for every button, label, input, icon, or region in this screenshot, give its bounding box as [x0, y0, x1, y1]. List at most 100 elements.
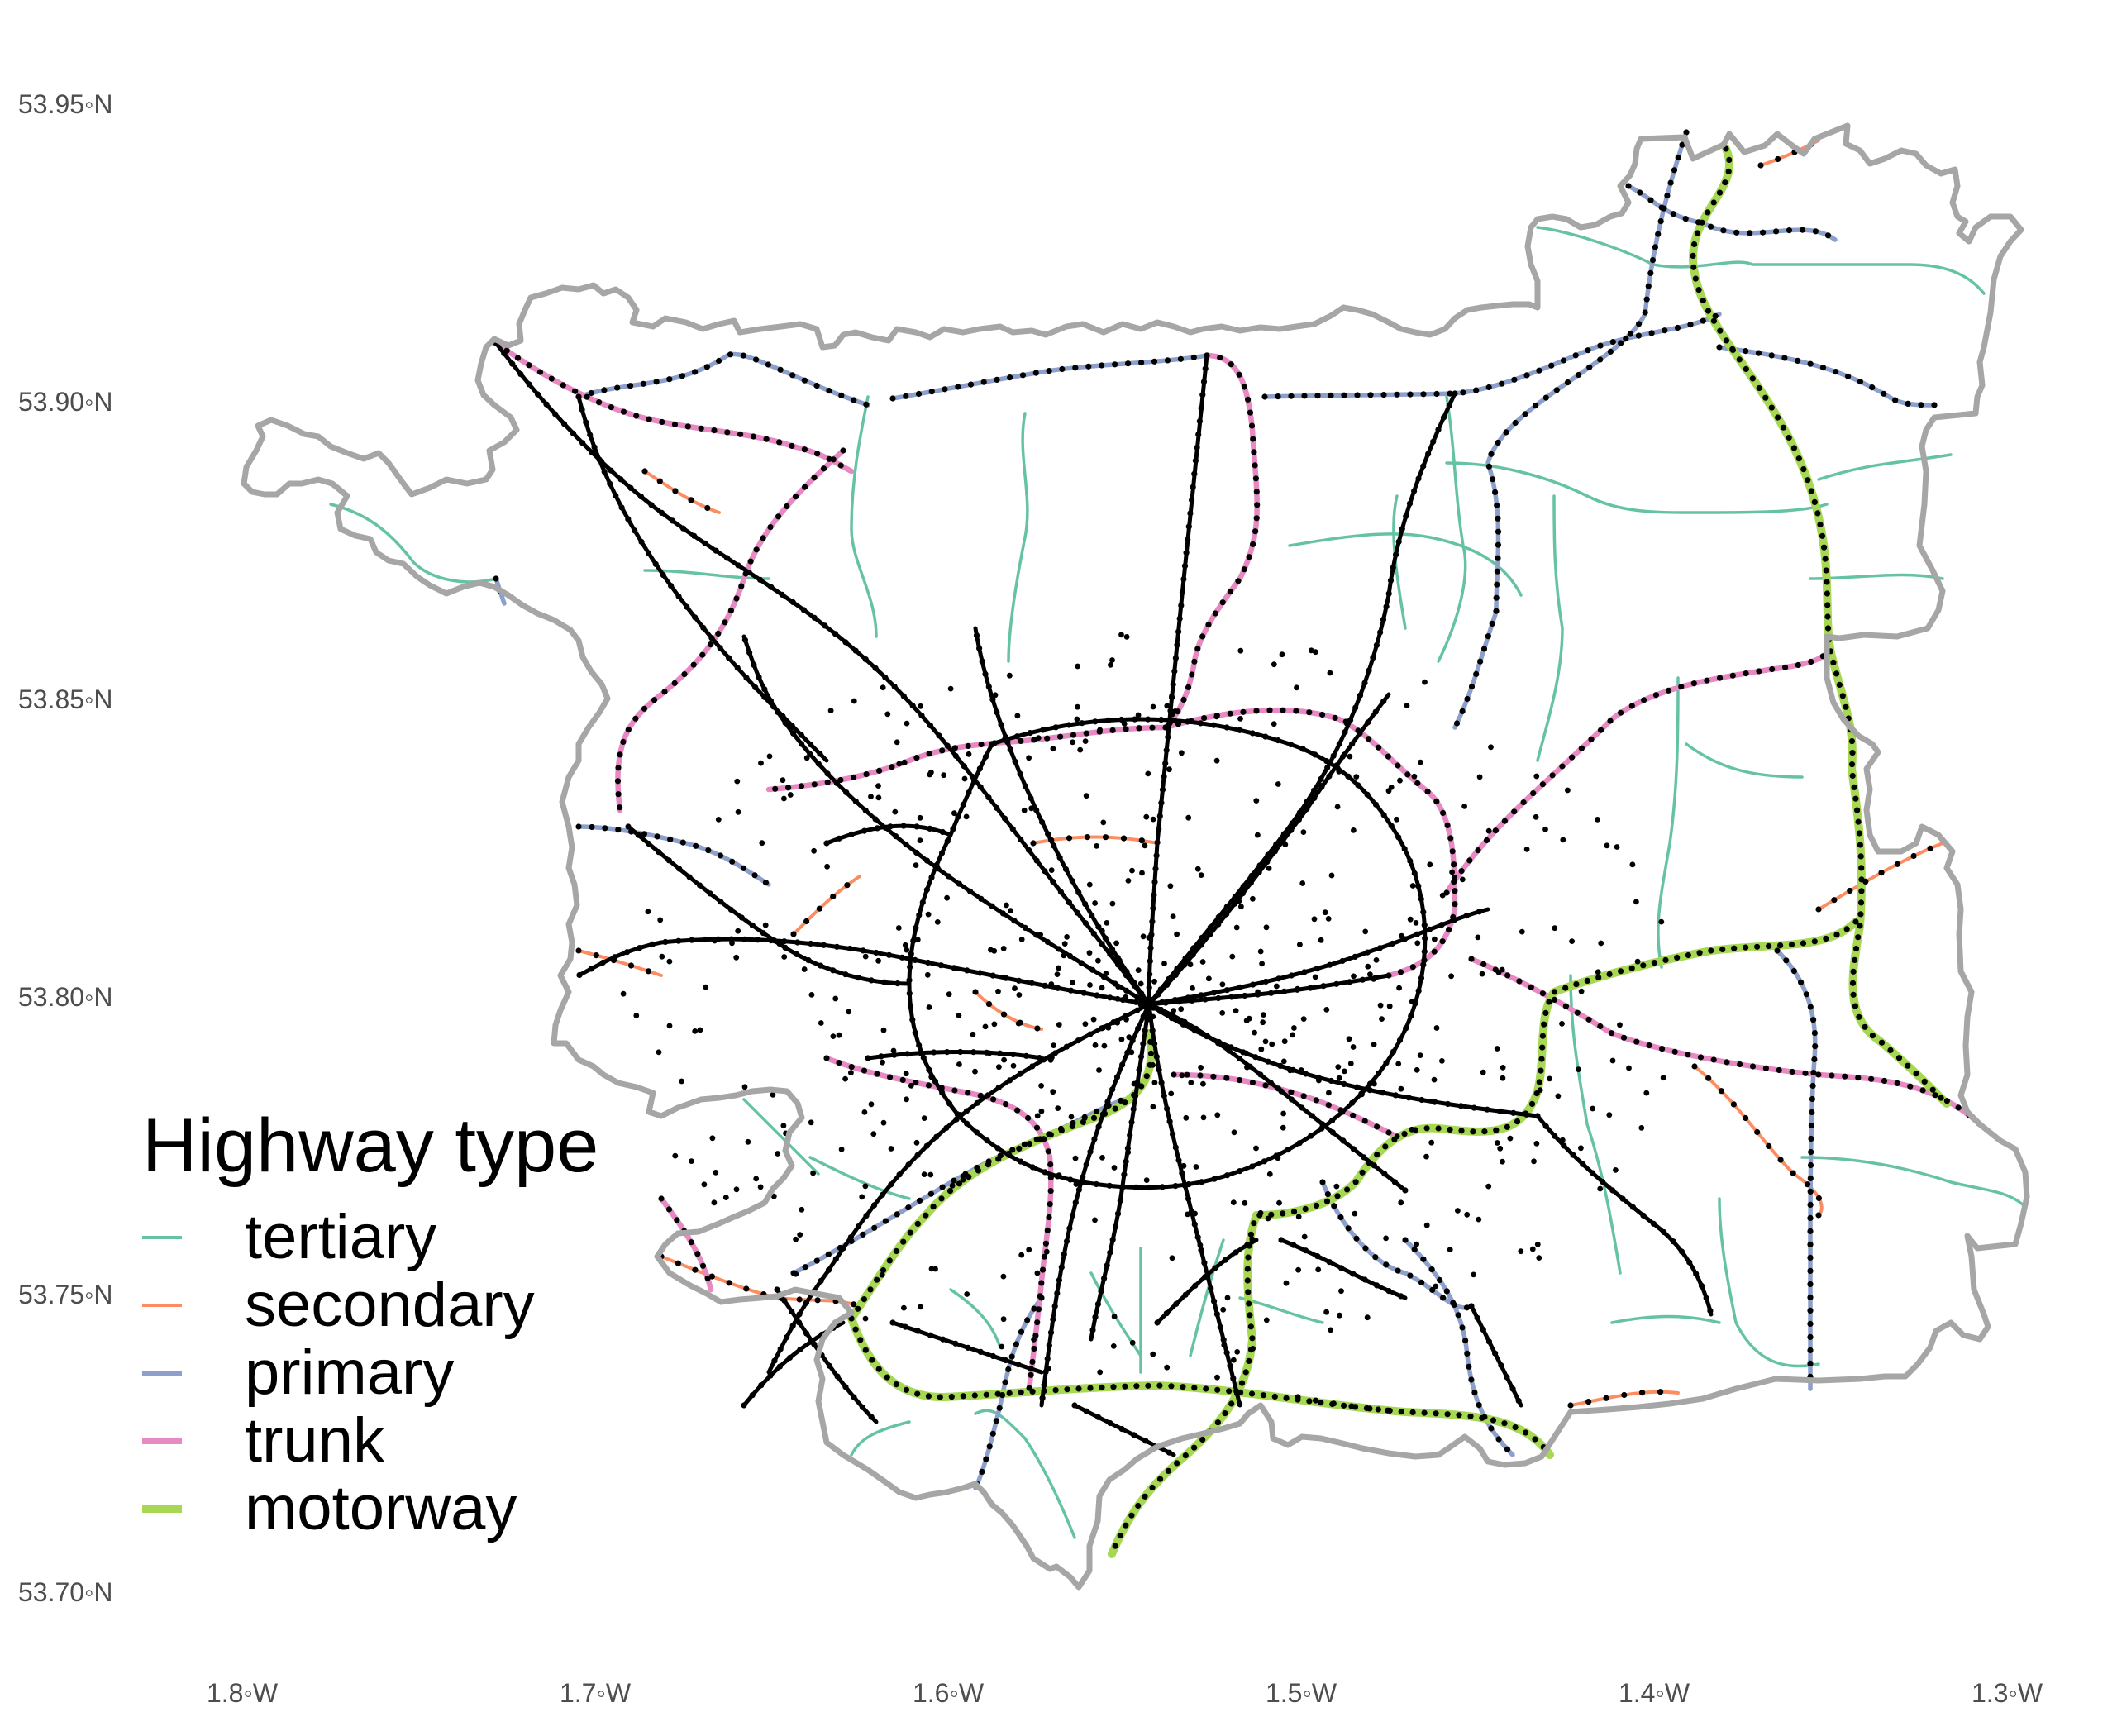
tertiary-road — [1536, 494, 1564, 762]
road-node — [1887, 1047, 1894, 1053]
road-node — [1145, 716, 1151, 723]
road-node — [927, 723, 934, 729]
road-node — [832, 631, 839, 637]
road-node — [1849, 980, 1857, 986]
road-node — [572, 388, 579, 394]
road-node — [782, 944, 789, 951]
road-node — [894, 980, 901, 987]
road-node — [615, 765, 622, 771]
road-node — [1153, 1053, 1160, 1060]
legend-key — [142, 1505, 182, 1513]
road-node — [836, 1032, 842, 1038]
road-node — [1807, 1161, 1814, 1169]
road-node — [1405, 1095, 1412, 1101]
road-node — [1371, 1042, 1377, 1047]
road-node — [1091, 1136, 1098, 1142]
road-node — [1428, 1139, 1435, 1146]
road-node — [1039, 1266, 1047, 1273]
road-node — [1380, 616, 1387, 623]
road-node — [1337, 1265, 1345, 1271]
road-node — [770, 1091, 776, 1098]
road-node — [1021, 1141, 1028, 1147]
road-node — [1025, 1114, 1032, 1122]
road-node — [1246, 554, 1252, 560]
road-node — [1163, 1310, 1170, 1317]
road-node — [782, 719, 789, 727]
road-node — [903, 1386, 910, 1393]
road-node — [1418, 1096, 1425, 1104]
road-node — [1151, 1080, 1158, 1085]
road-node — [1233, 1249, 1239, 1256]
road-node — [1330, 752, 1337, 759]
road-node — [684, 603, 690, 610]
road-node — [798, 783, 805, 789]
road-node — [994, 376, 1000, 383]
road-node — [1105, 1024, 1112, 1031]
road-node — [1716, 344, 1723, 351]
road-node — [794, 939, 801, 946]
road-node — [1729, 672, 1736, 679]
road-node — [1705, 308, 1712, 314]
road-node — [1807, 1360, 1814, 1366]
road-node — [1350, 1146, 1357, 1152]
road-node — [1145, 770, 1151, 777]
road-node — [1026, 755, 1032, 761]
road-node — [1098, 1288, 1104, 1295]
road-node — [1336, 769, 1342, 775]
road-node — [1107, 1249, 1113, 1256]
road-node — [632, 715, 639, 722]
road-node — [1028, 980, 1035, 986]
road-node — [889, 395, 896, 402]
black-road — [973, 626, 1151, 1007]
road-node — [1123, 634, 1130, 640]
road-node — [1849, 772, 1856, 780]
road-node — [1585, 1016, 1592, 1023]
road-node — [702, 540, 708, 546]
road-node — [1099, 941, 1105, 947]
road-node — [868, 1101, 875, 1108]
road-node — [1191, 658, 1198, 665]
secondary-road — [643, 470, 721, 514]
road-node — [1509, 1385, 1516, 1392]
road-node — [1743, 365, 1749, 372]
road-node — [632, 527, 638, 534]
road-node — [1132, 1184, 1139, 1190]
road-node — [1370, 655, 1376, 661]
road-node — [1223, 987, 1230, 994]
road-node — [1446, 927, 1452, 933]
road-node — [1833, 932, 1840, 938]
road-node — [1042, 1240, 1049, 1247]
road-node — [1421, 957, 1428, 964]
road-node — [1070, 980, 1075, 986]
road-node — [1638, 1125, 1645, 1131]
road-node — [517, 371, 524, 378]
road-node — [1157, 1008, 1164, 1015]
road-node — [1008, 908, 1013, 914]
road-node — [1313, 1202, 1320, 1209]
tertiary-road — [974, 1409, 1076, 1539]
road-node — [1685, 1052, 1691, 1058]
road-node — [1414, 940, 1421, 947]
road-node — [1063, 1043, 1070, 1050]
road-node — [892, 808, 899, 815]
road-node — [763, 436, 770, 442]
road-node — [1204, 352, 1210, 359]
road-node — [1855, 1075, 1862, 1081]
road-node — [1476, 1216, 1482, 1223]
road-node — [993, 1418, 999, 1424]
road-node — [1475, 934, 1481, 941]
road-node — [1929, 1086, 1936, 1093]
road-node — [1300, 1016, 1307, 1022]
road-node — [733, 1186, 740, 1193]
road-node — [1230, 1357, 1237, 1363]
road-node — [771, 937, 778, 944]
road-node — [1712, 312, 1719, 319]
road-node — [843, 789, 850, 796]
road-node — [640, 380, 646, 387]
primary-road — [1320, 1180, 1474, 1310]
road-node — [1483, 837, 1490, 844]
road-node — [1089, 912, 1095, 918]
road-node — [1247, 1323, 1254, 1330]
road-node — [659, 509, 665, 517]
road-node — [1425, 451, 1432, 457]
